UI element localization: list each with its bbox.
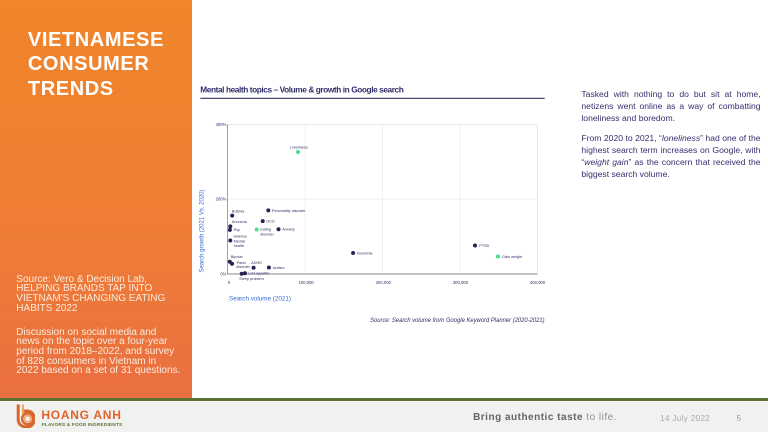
- svg-text:400%: 400%: [216, 122, 227, 127]
- svg-text:PTSD: PTSD: [479, 244, 489, 248]
- svg-text:100,000: 100,000: [299, 280, 315, 285]
- svg-text:health: health: [234, 244, 244, 248]
- svg-text:400,000: 400,000: [530, 280, 546, 285]
- svg-text:0: 0: [228, 280, 231, 285]
- svg-text:Sleep problem: Sleep problem: [239, 277, 263, 281]
- svg-text:ADHD: ADHD: [251, 261, 262, 265]
- svg-text:200%: 200%: [216, 197, 227, 202]
- svg-text:Personality disorder: Personality disorder: [272, 209, 306, 213]
- svg-text:Eating: Eating: [260, 228, 271, 232]
- svg-text:Anorexia: Anorexia: [232, 220, 248, 224]
- svg-text:Search growth (2021 Vs. 2020): Search growth (2021 Vs. 2020): [200, 189, 206, 272]
- svg-text:Autism: Autism: [273, 266, 285, 270]
- svg-text:Insomnia: Insomnia: [357, 251, 373, 255]
- svg-text:Mental health topics – Volume: Mental health topics – Volume & growth i…: [200, 84, 403, 94]
- svg-text:Anxiety: Anxiety: [282, 228, 295, 232]
- svg-text:Source: Search volume from Goo: Source: Search volume from Google Keywor…: [370, 318, 545, 324]
- svg-text:200,000: 200,000: [376, 280, 392, 285]
- svg-text:Panic: Panic: [237, 261, 247, 265]
- svg-text:disorder: disorder: [260, 233, 274, 237]
- svg-text:0%: 0%: [220, 271, 226, 276]
- svg-text:Psy: Psy: [234, 228, 240, 232]
- svg-text:disorder: disorder: [236, 265, 250, 269]
- svg-text:Mental: Mental: [234, 239, 246, 243]
- svg-text:violence: violence: [233, 235, 247, 239]
- svg-text:Bipolar: Bipolar: [231, 255, 244, 259]
- svg-text:Gain weight: Gain weight: [502, 255, 523, 259]
- svg-text:Loneliness: Loneliness: [290, 145, 308, 149]
- svg-text:Search volume (2021): Search volume (2021): [229, 296, 291, 303]
- svg-text:OCD: OCD: [266, 219, 275, 223]
- svg-text:Bulimia: Bulimia: [232, 209, 245, 213]
- svg-text:300,000: 300,000: [453, 280, 469, 285]
- svg-text:Lost appetite: Lost appetite: [248, 272, 270, 276]
